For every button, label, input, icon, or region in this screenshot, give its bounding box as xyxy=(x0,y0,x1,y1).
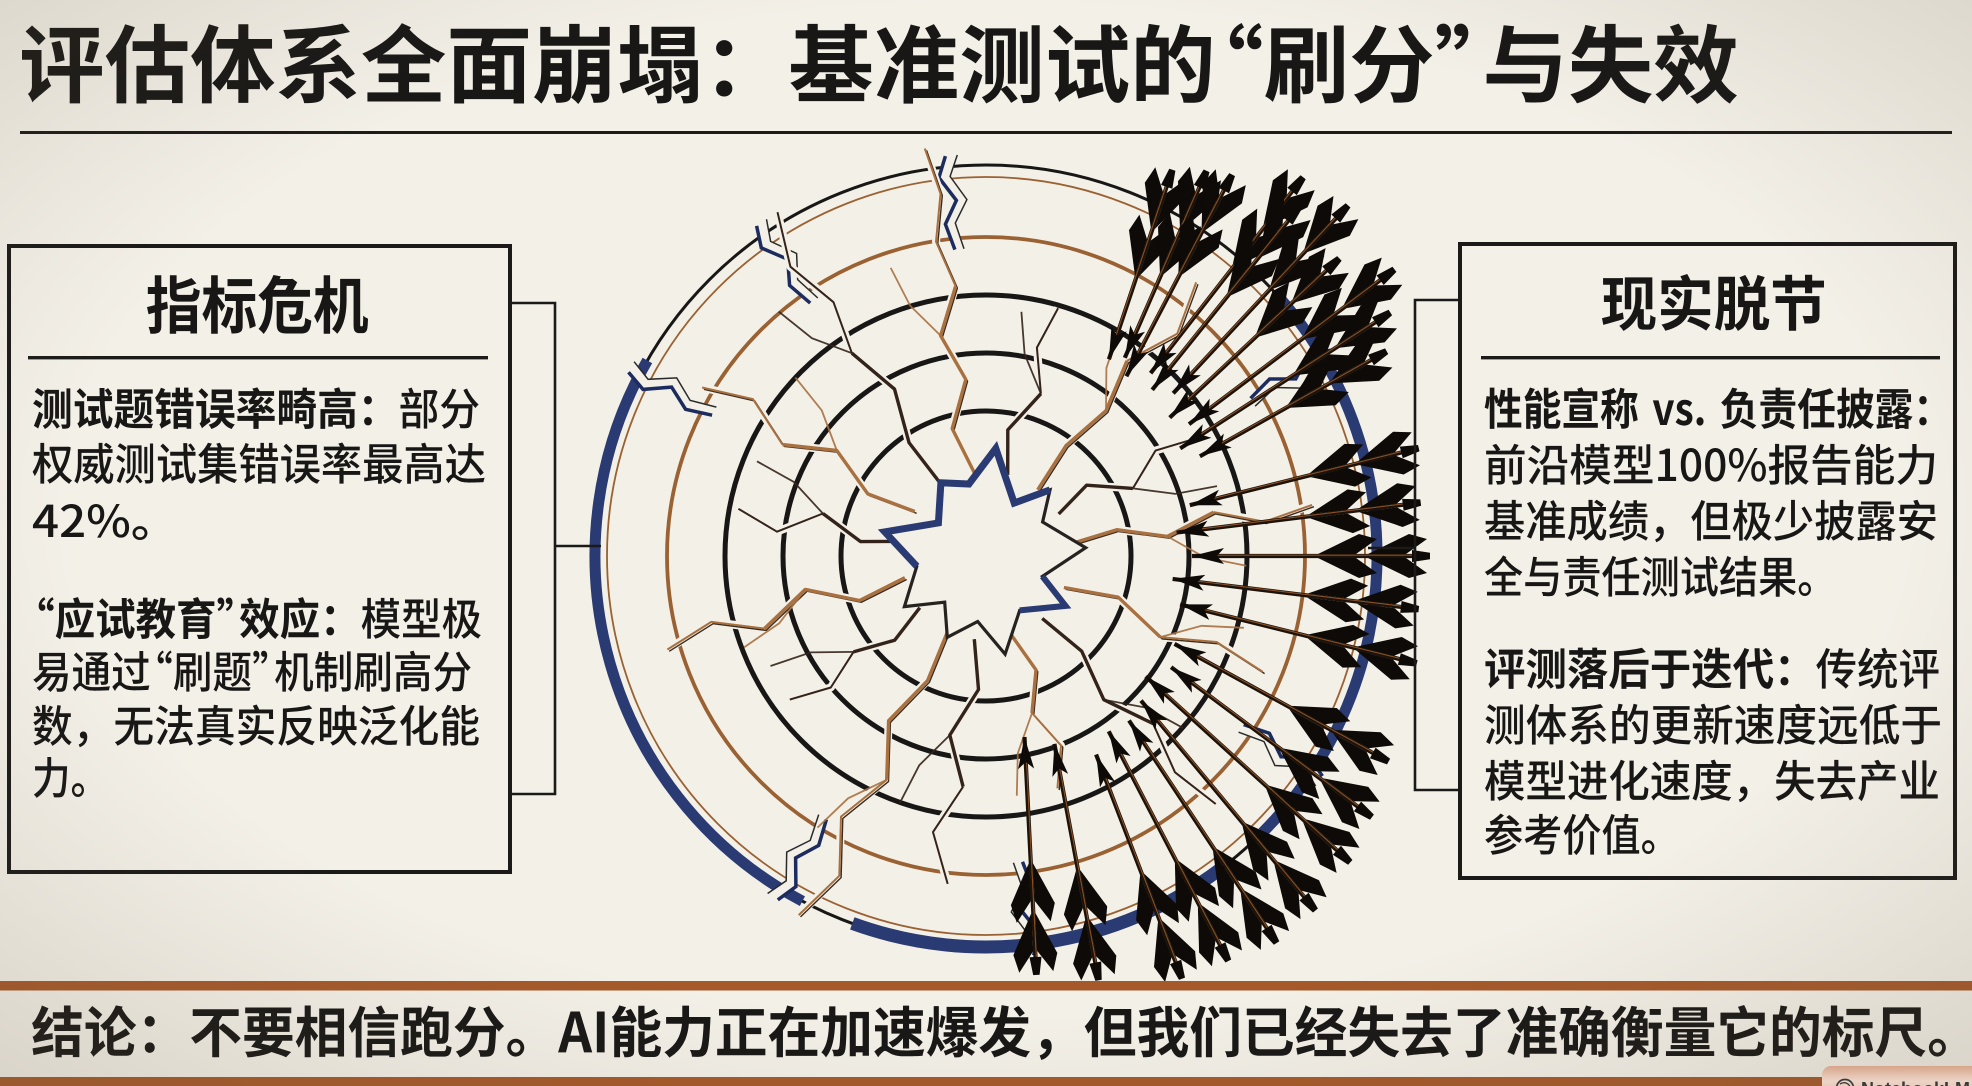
svg-text:NotebookLM: NotebookLM xyxy=(1861,1079,1970,1086)
